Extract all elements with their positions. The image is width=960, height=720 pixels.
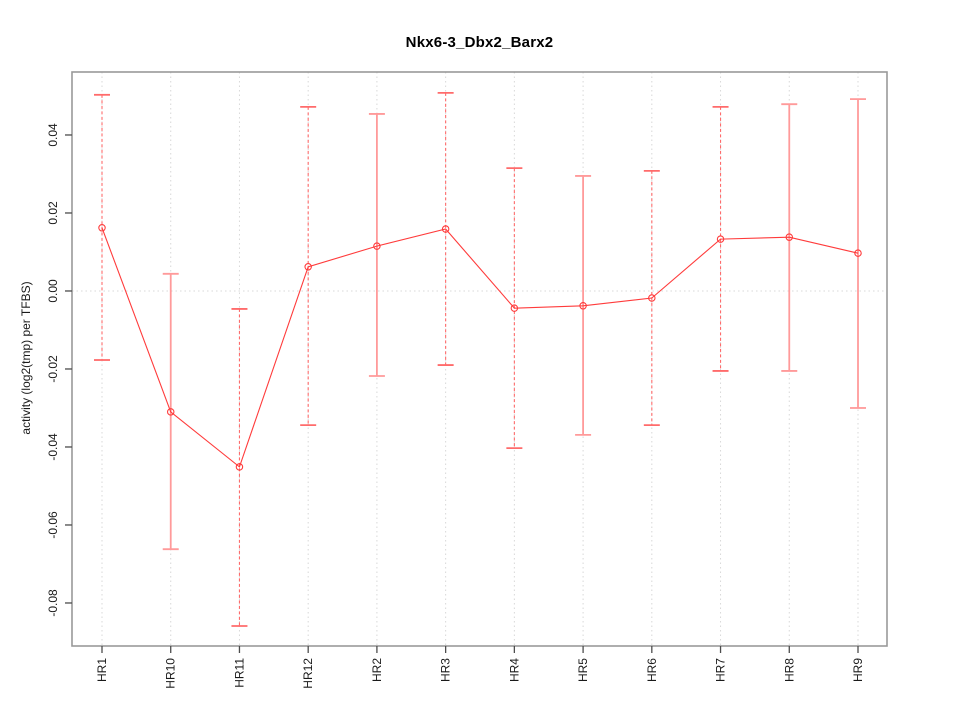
- plot-border: [71, 71, 888, 647]
- y-tick-label: -0.06: [46, 511, 60, 539]
- data-line: [101, 227, 859, 468]
- y-tick-label: 0.02: [46, 201, 60, 225]
- x-tick-label: HR3: [439, 658, 453, 682]
- data-point: [235, 463, 244, 471]
- x-tick-label: HR7: [714, 658, 728, 682]
- y-tick-label: 0.04: [46, 123, 60, 147]
- error-bars: [94, 91, 866, 627]
- gridlines: [72, 72, 887, 646]
- y-tick-label: -0.08: [46, 589, 60, 617]
- data-points: [98, 224, 862, 471]
- y-axis: 0.04 0.02 0.00 -0.02 -0.04 -0.06 -0.08: [46, 123, 72, 617]
- data-point: [510, 304, 519, 312]
- data-point: [648, 294, 656, 302]
- x-tick-label: HR12: [301, 658, 315, 689]
- x-tick-label: HR6: [645, 658, 659, 682]
- data-point: [98, 224, 106, 232]
- x-tick-label: HR10: [164, 658, 178, 689]
- x-tick-label: HR2: [370, 658, 384, 682]
- data-point: [373, 242, 381, 250]
- data-point: [441, 225, 450, 233]
- x-tick-label: HR11: [232, 658, 246, 688]
- x-tick-label: HR9: [851, 658, 865, 682]
- series-line: [101, 227, 859, 468]
- x-tick-label: HR8: [782, 658, 796, 682]
- y-tick-label: -0.02: [46, 355, 60, 383]
- y-tick-label: 0.00: [46, 279, 60, 303]
- data-point: [785, 233, 794, 241]
- y-tick-label: -0.04: [46, 433, 60, 461]
- x-tick-label: HR5: [576, 658, 590, 682]
- data-point: [579, 302, 587, 310]
- y-axis-label: activity (log2(tmp) per TFBS): [19, 281, 33, 435]
- plot-box: [71, 71, 888, 647]
- data-point: [854, 249, 862, 257]
- x-axis: HR1 HR10 HR11 HR12 HR2 HR3 HR4 HR5 HR6 HR7 HR8 HR9: [95, 646, 865, 689]
- chart-title: Nkx6-3_Dbx2_Barx2: [405, 34, 554, 51]
- x-tick-label: HR4: [507, 658, 521, 682]
- data-point: [166, 408, 175, 416]
- x-tick-label: HR1: [95, 658, 109, 682]
- data-point: [304, 263, 312, 271]
- data-point: [716, 235, 725, 243]
